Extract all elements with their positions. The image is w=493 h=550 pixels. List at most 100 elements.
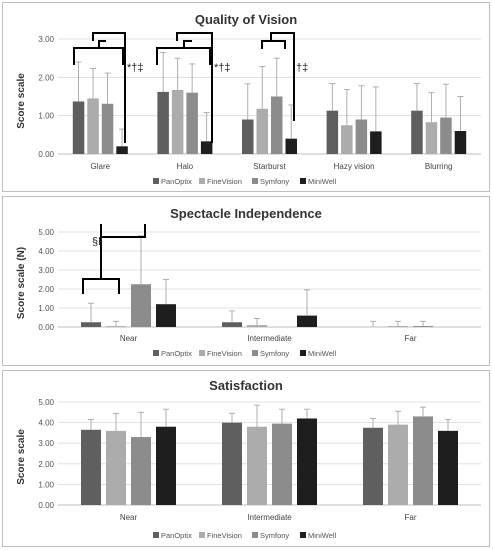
legend-label: PanOptix <box>161 177 192 186</box>
bar <box>87 98 99 154</box>
bar <box>370 131 382 154</box>
x-tick-label: Glare <box>91 162 111 171</box>
bar <box>131 437 151 505</box>
bar <box>388 326 408 327</box>
legend-label: Symfony <box>260 531 289 540</box>
x-tick-label: Near <box>120 513 138 522</box>
bar <box>326 110 339 154</box>
x-tick-label: Halo <box>177 162 194 171</box>
bar <box>363 427 383 505</box>
bar <box>222 422 242 505</box>
legend-label: FineVision <box>207 349 242 358</box>
legend-swatch <box>252 350 258 356</box>
bracket-glare-right <box>92 32 126 143</box>
x-tick-label: Intermediate <box>247 334 292 343</box>
legend-swatch <box>252 178 258 184</box>
bracket-glare-mid <box>98 40 106 48</box>
spectacle-independence-panel: 0.00 1.00 2.00 3.00 4.00 5.00 Spectacle Indepe… <box>2 196 490 366</box>
y-tick-label: 1.00 <box>38 480 54 489</box>
quality-of-vision-panel: 0.00 1.00 2.00 3.00 Quality of Vision Score … <box>2 2 490 192</box>
bar <box>171 89 184 154</box>
x-tick-label: Starburst <box>253 162 286 171</box>
legend-swatch <box>199 532 205 538</box>
y-tick-label: 3.00 <box>38 266 54 275</box>
bar <box>106 430 126 505</box>
bar <box>388 424 408 505</box>
bar <box>247 325 267 327</box>
legend-swatch <box>300 532 306 538</box>
bar <box>438 430 458 505</box>
spectacle-independence-chart: 0.00 1.00 2.00 3.00 4.00 5.00 Spectacle Indepe… <box>16 206 481 358</box>
bar <box>413 416 433 505</box>
legend-label: FineVision <box>207 177 242 186</box>
bar <box>72 101 85 154</box>
bar <box>157 91 169 154</box>
bar <box>242 119 254 154</box>
chart-title: Spectacle Independence <box>170 206 322 221</box>
y-tick-label: 1.00 <box>38 304 54 313</box>
legend-swatch <box>300 178 306 184</box>
bracket-starburst-left <box>261 40 286 49</box>
annotation-starburst: †‡ <box>296 62 308 74</box>
legend-swatch <box>252 532 258 538</box>
legend-label: MiniWell <box>308 531 337 540</box>
y-tick-label: 5.00 <box>38 398 54 407</box>
bar <box>285 138 297 154</box>
legend-swatch <box>153 532 159 538</box>
x-tick-label: Hazy vision <box>334 162 375 171</box>
y-tick-label: 0.00 <box>38 150 54 159</box>
y-tick-label: 4.00 <box>38 247 54 256</box>
bar <box>156 304 176 327</box>
bar <box>131 284 151 327</box>
y-tick-label: 2.00 <box>38 73 54 82</box>
chart-title: Quality of Vision <box>195 12 297 27</box>
bar <box>297 315 317 327</box>
significance-brackets <box>82 224 146 294</box>
x-tick-label: Near <box>120 334 138 343</box>
bar <box>440 117 452 154</box>
legend-swatch <box>300 350 306 356</box>
legend-label: FineVision <box>207 531 242 540</box>
y-tick-label: 5.00 <box>38 228 54 237</box>
bar <box>101 103 114 154</box>
bracket-halo-right <box>176 32 213 143</box>
y-axis-label: Score scale (N) <box>16 247 27 319</box>
bar <box>156 426 176 505</box>
legend-label: PanOptix <box>161 349 192 358</box>
bar <box>341 125 353 154</box>
bar <box>454 131 467 154</box>
bar <box>272 423 292 505</box>
bar <box>81 429 101 505</box>
legend-swatch <box>199 350 205 356</box>
satisfaction-chart: 0.00 1.00 2.00 3.00 4.00 5.00 Satisfaction Sco… <box>16 378 481 540</box>
y-axis-label: Score scale <box>16 429 27 485</box>
y-tick-label: 2.00 <box>38 285 54 294</box>
legend-swatch <box>199 178 205 184</box>
bar <box>247 426 267 505</box>
legend-label: Symfony <box>260 349 289 358</box>
bar <box>256 108 268 154</box>
legend-label: Symfony <box>260 177 289 186</box>
x-tick-label: Blurring <box>425 162 453 171</box>
x-tick-label: Far <box>405 334 417 343</box>
y-tick-label: 0.00 <box>38 323 54 332</box>
legend-label: MiniWell <box>308 177 337 186</box>
x-tick-label: Far <box>405 513 417 522</box>
bar <box>106 326 126 327</box>
bar <box>200 141 213 154</box>
y-tick-label: 3.00 <box>38 35 54 44</box>
y-tick-label: 1.00 <box>38 112 54 121</box>
legend-label: PanOptix <box>161 531 192 540</box>
bar <box>81 322 101 327</box>
y-tick-label: 4.00 <box>38 419 54 428</box>
bar <box>186 92 198 154</box>
bar <box>116 146 128 154</box>
bracket-halo-left <box>156 47 211 65</box>
bracket-near-upper <box>100 224 146 279</box>
bar <box>411 110 423 154</box>
bar <box>222 322 242 327</box>
legend-swatch <box>153 178 159 184</box>
y-tick-label: 0.00 <box>38 501 54 510</box>
satisfaction-panel: 0.00 1.00 2.00 3.00 4.00 5.00 Satisfaction Sco… <box>2 370 490 547</box>
